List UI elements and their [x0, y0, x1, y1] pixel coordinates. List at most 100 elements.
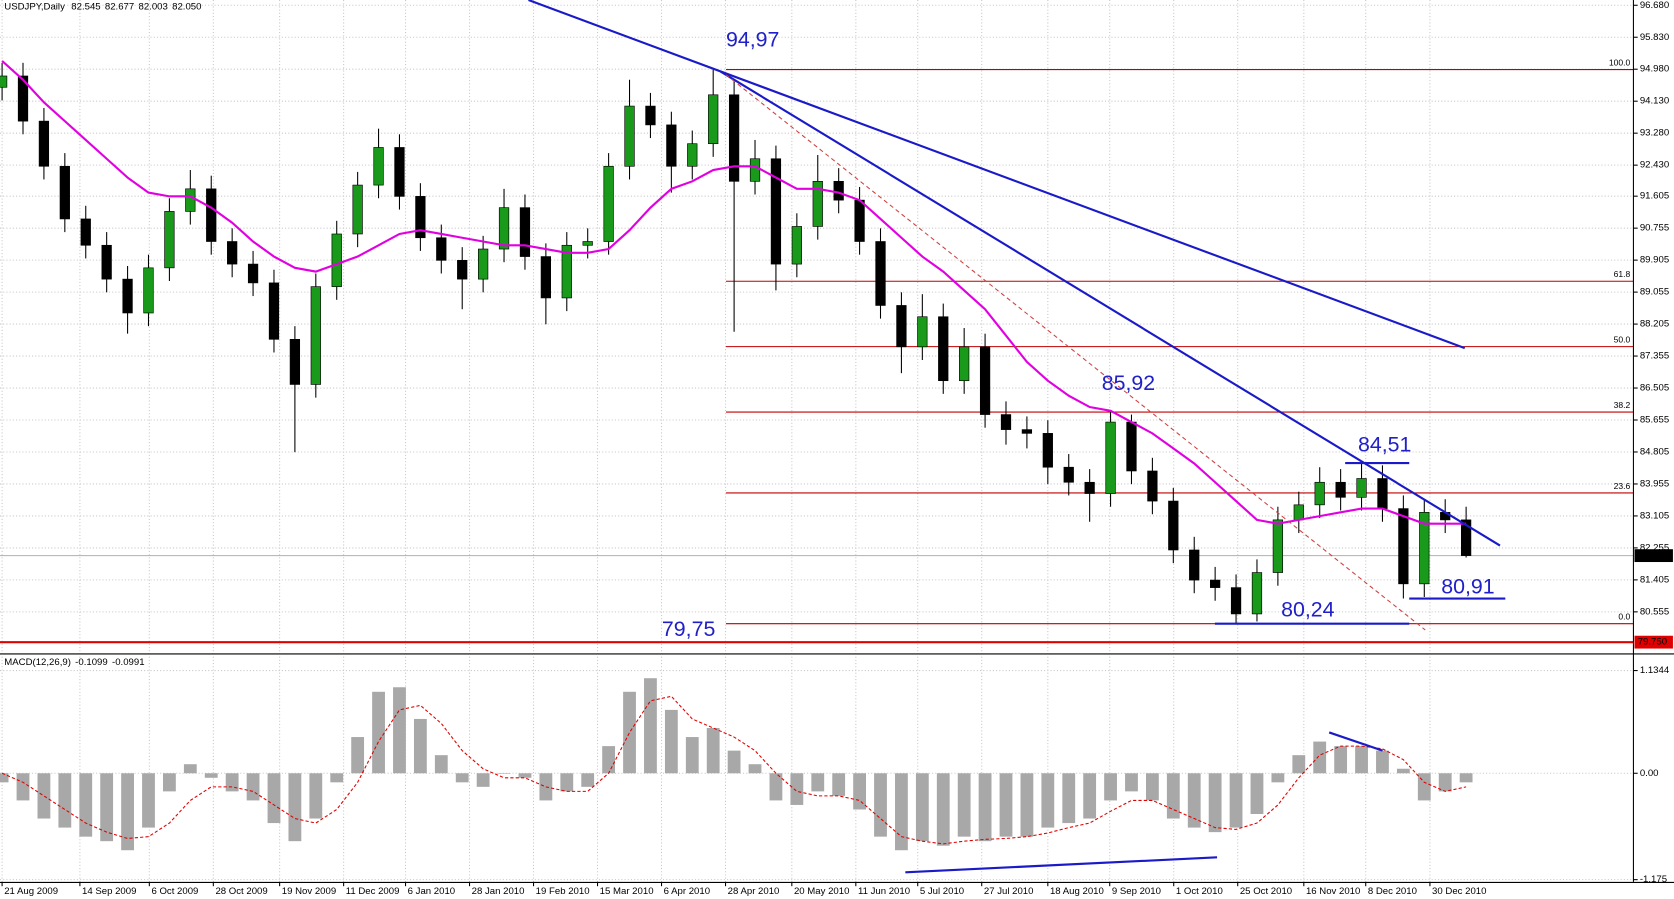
annotation: 80,91 [1441, 574, 1494, 598]
candle-body [666, 124, 677, 167]
y-tick-label: 89.905 [1640, 255, 1669, 266]
x-tick-label: 11 Jun 2010 [858, 886, 910, 897]
macd-bar [895, 773, 908, 851]
macd-bar [874, 773, 887, 837]
x-tick-label: 21 Aug 2009 [4, 886, 58, 897]
fib-label: 50.0 [1614, 334, 1631, 344]
candle-body [478, 248, 489, 280]
x-tick-label: 6 Apr 2010 [664, 886, 710, 897]
y-tick-label: 80.555 [1640, 606, 1669, 617]
fib-label: 0.0 [1618, 612, 1630, 622]
candle-body [1126, 421, 1137, 472]
macd-bar [1459, 773, 1473, 783]
candle-body [498, 207, 510, 250]
macd-bar [142, 773, 155, 828]
y-tick-label: 86.505 [1640, 383, 1669, 394]
candle-body [708, 94, 719, 145]
macd-bar [1292, 755, 1306, 774]
channel-line [725, 74, 1426, 631]
macd-bar [1313, 741, 1327, 774]
macd-bar [351, 737, 365, 774]
candle-body [624, 105, 635, 167]
candle-body [603, 165, 614, 242]
macd-bar [393, 687, 406, 774]
macd-bar [372, 691, 385, 774]
candle-body [1230, 587, 1242, 615]
candle-body [833, 180, 844, 201]
macd-bar [1250, 773, 1264, 815]
macd-bar [560, 773, 574, 792]
macd-bar [121, 773, 134, 851]
candle-body [331, 233, 342, 287]
y-tick-label: 94.980 [1640, 64, 1669, 75]
macd-bar [1376, 750, 1389, 774]
high-value: 82.677 [105, 1, 134, 12]
candle-body [1356, 478, 1367, 498]
macd-bar [915, 773, 929, 842]
y-tick-label: 83.105 [1640, 510, 1669, 521]
candle-body [979, 346, 991, 415]
macd-bar [1145, 773, 1159, 801]
macd-bar [267, 773, 281, 824]
macd-bar [476, 773, 490, 787]
macd-bar [1229, 773, 1243, 828]
macd-bar [413, 718, 427, 774]
support-box-label: 79.750 [1638, 637, 1667, 648]
x-tick-label: 8 Dec 2010 [1368, 886, 1417, 897]
plot: 100.0 61.8 50.0 38.2 23.6 0.0 [0, 57, 1634, 851]
macd-bar [497, 773, 511, 774]
y-tick-label: 81.405 [1640, 574, 1669, 585]
macd-bar [685, 737, 699, 774]
candle-body [645, 105, 656, 126]
macd-bar [936, 773, 950, 846]
annotation: 85,92 [1102, 371, 1155, 395]
macd-bar [1041, 773, 1055, 828]
macd-bar [1125, 773, 1138, 792]
macd-bar [1271, 773, 1285, 783]
macd-bar [1438, 773, 1452, 792]
candle-body [749, 158, 761, 182]
fib-label: 100.0 [1609, 57, 1631, 67]
macd-bar [246, 773, 260, 801]
x-tick-label: 9 Sep 2010 [1112, 886, 1161, 897]
x-tick-label: 28 Apr 2010 [728, 886, 780, 897]
macd-bar [811, 773, 825, 792]
close-value: 82.050 [172, 1, 201, 12]
macd-bar [1083, 773, 1097, 819]
candle-body [227, 241, 238, 265]
divergence-line [1328, 731, 1383, 752]
candle-body [1419, 512, 1430, 585]
macd-bar [999, 773, 1013, 837]
candle-body [854, 199, 865, 242]
macd-bar [644, 678, 657, 774]
macd-bar [581, 773, 595, 787]
candle-body [959, 346, 970, 382]
candle-body [415, 196, 426, 239]
macd-bar [769, 773, 783, 801]
y-tick-label: 95.830 [1640, 32, 1669, 43]
macd-bar [1166, 773, 1180, 819]
annotation: 94,97 [726, 27, 779, 51]
candle-body [457, 259, 468, 280]
low-value: 82.003 [139, 1, 168, 12]
macd-bar [748, 764, 762, 774]
candle-body [59, 165, 70, 220]
x-tick-label: 28 Jan 2010 [472, 886, 525, 897]
price-box [1634, 549, 1673, 563]
y-tick-label: 87.355 [1640, 351, 1669, 362]
macd-bar [37, 773, 51, 819]
annotation: 80,24 [1281, 598, 1335, 622]
candle-body [80, 218, 91, 246]
fib-label: 23.6 [1614, 481, 1631, 491]
x-tick-label: 1 Oct 2010 [1176, 886, 1223, 897]
candle-body [101, 244, 112, 280]
macd-bar [1208, 773, 1222, 833]
candle-body [1189, 549, 1200, 581]
candle-body [38, 120, 50, 167]
macd-bar [518, 773, 532, 778]
candle-body [687, 143, 698, 167]
candle-body [17, 75, 29, 122]
candle-body [143, 267, 154, 314]
macd-value: -0.1099 [75, 657, 108, 668]
